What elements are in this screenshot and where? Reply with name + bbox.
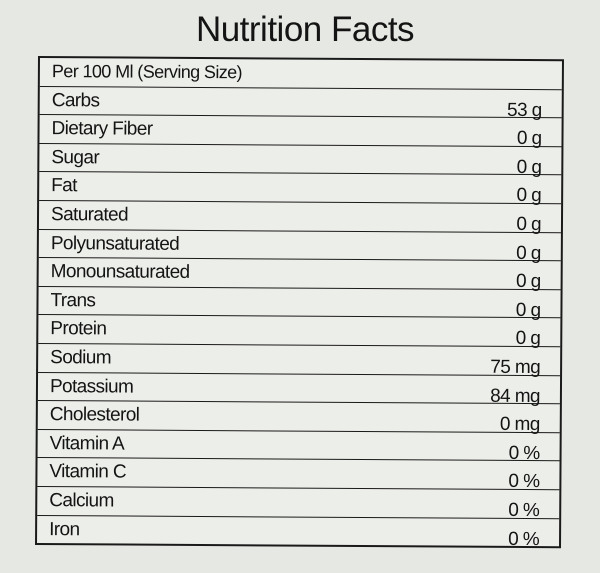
nutrient-label: Vitamin C [49,461,127,483]
nutrient-label: Vitamin A [49,432,125,455]
nutrient-row: Saturated 0 g [38,200,562,235]
nutrient-row: Monounsaturated 0 g [38,258,561,292]
serving-size-row: Per 100 Ml (Serving Size) [39,58,562,90]
nutrient-row: Calcium 0 % [37,486,560,521]
nutrient-row: Carbs 53 g [39,86,562,121]
nutrient-label: Sodium [50,347,112,369]
nutrient-label: Monounsaturated [50,261,190,284]
nutrient-row: Dietary Fiber 0 g [39,115,562,149]
nutrient-label: Sugar [51,146,100,169]
nutrient-label: Protein [50,318,107,340]
nutrient-label: Polyunsaturated [50,232,180,255]
nutrient-label: Fat [51,175,77,197]
serving-size-label: Per 100 Ml (Serving Size) [51,61,243,83]
nutrient-row: Iron 0 % [37,516,559,550]
nutrient-label: Potassium [49,375,134,398]
nutrient-row: Sugar 0 g [39,143,562,178]
nutrient-row: Polyunsaturated 0 g [38,229,561,264]
nutrient-label: Saturated [50,204,129,226]
nutrient-label: Iron [49,518,80,540]
nutrient-label: Trans [50,289,96,312]
nutrient-row: Fat 0 g [39,172,562,206]
nutrient-label: Calcium [49,489,114,512]
nutrient-row: Protein 0 g [38,315,561,349]
nutrient-label: Carbs [51,89,100,111]
nutrient-row: Potassium 84 mg [37,372,561,407]
nutrient-row: Trans 0 g [38,286,561,321]
nutrition-facts-title: Nutrition Facts [195,10,415,49]
nutrient-row: Sodium 75 mg [38,343,561,378]
nutrient-value: 0 % [508,528,540,550]
nutrition-table: Per 100 Ml (Serving Size) Carbs 53 g Dieta… [35,56,564,550]
nutrient-row: Cholesterol 0 mg [37,401,560,435]
nutrient-label: Dietary Fiber [51,118,153,140]
nutrient-label: Cholesterol [49,404,140,426]
